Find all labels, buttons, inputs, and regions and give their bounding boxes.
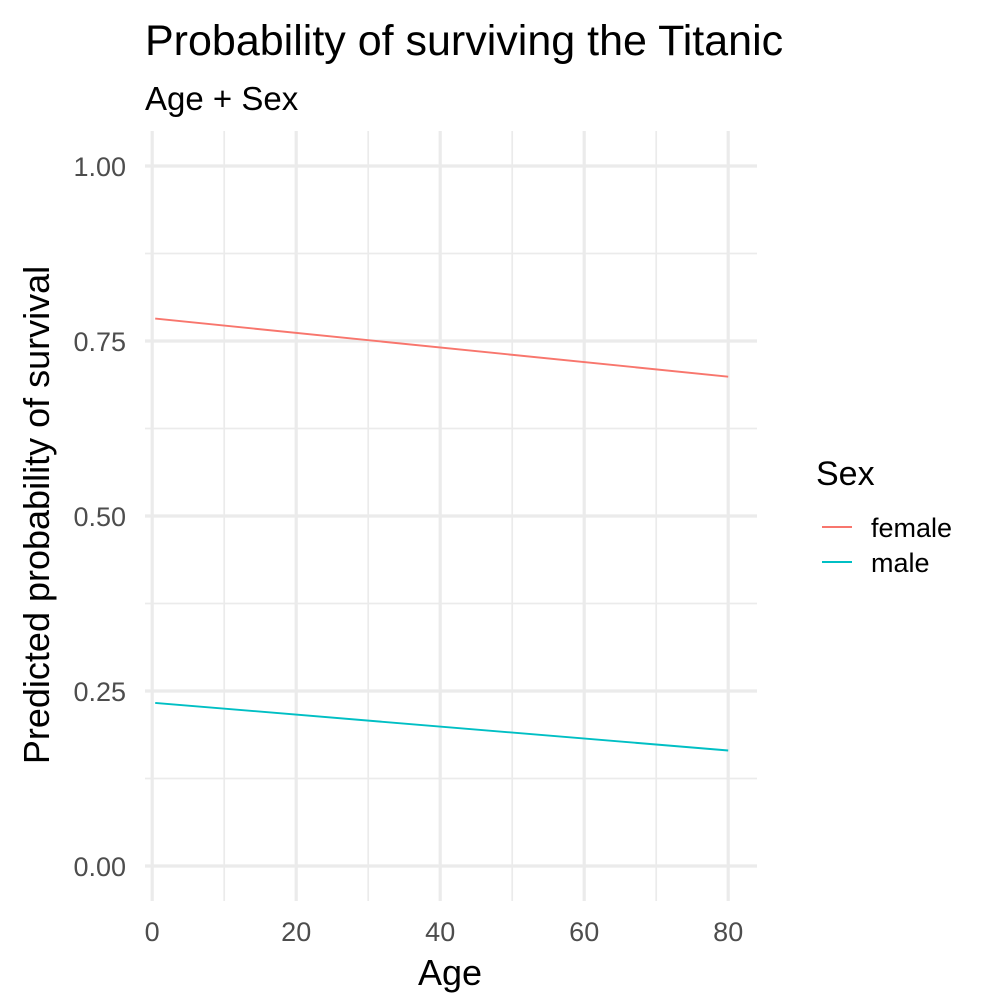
chart-title: Probability of surviving the Titanic	[145, 17, 783, 65]
x-axis-ticks: 0 20 40 60 80	[145, 917, 744, 947]
y-tick-label: 0.75	[73, 327, 126, 357]
x-tick-label: 0	[145, 917, 160, 947]
y-tick-label: 0.50	[73, 502, 126, 532]
x-tick-label: 80	[713, 917, 743, 947]
x-axis-title: Age	[418, 952, 482, 993]
x-tick-label: 40	[425, 917, 455, 947]
legend-label-male: male	[871, 548, 930, 578]
y-tick-label: 0.00	[73, 852, 126, 882]
x-tick-label: 20	[281, 917, 311, 947]
legend-items: female male	[822, 513, 952, 578]
series-line-female	[155, 317, 729, 378]
legend-title: Sex	[816, 455, 875, 493]
grid	[145, 131, 757, 901]
y-tick-label: 1.00	[73, 152, 126, 182]
y-axis-title: Predicted probability of survival	[16, 266, 57, 764]
y-axis-ticks: 0.00 0.25 0.50 0.75 1.00	[73, 152, 126, 882]
x-tick-label: 60	[569, 917, 599, 947]
legend: Sex female male	[816, 455, 952, 578]
legend-label-female: female	[871, 513, 952, 543]
chart-subtitle: Age + Sex	[145, 80, 299, 117]
series-line-male	[155, 701, 729, 752]
plot-area	[155, 317, 729, 752]
y-tick-label: 0.25	[73, 677, 126, 707]
